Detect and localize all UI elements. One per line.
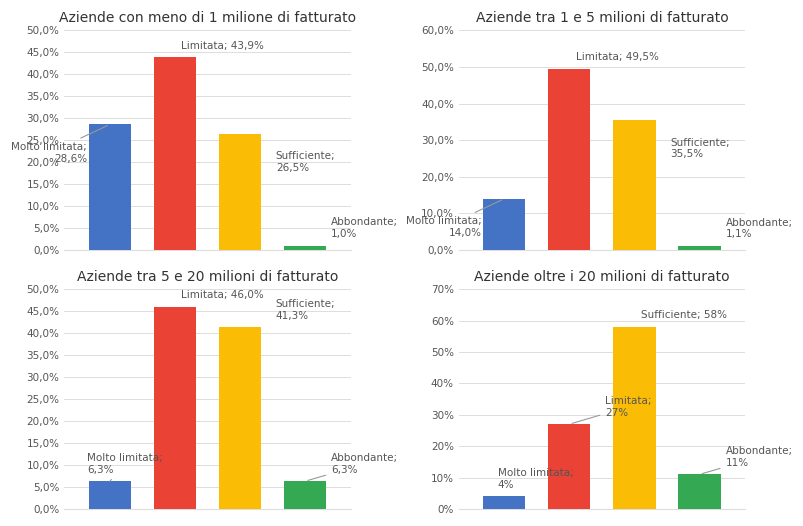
Bar bbox=[678, 246, 719, 250]
Bar bbox=[153, 57, 196, 250]
Text: Limitata; 49,5%: Limitata; 49,5% bbox=[575, 52, 658, 62]
Bar bbox=[548, 69, 589, 250]
Title: Aziende con meno di 1 milione di fatturato: Aziende con meno di 1 milione di fattura… bbox=[59, 11, 356, 25]
Bar bbox=[283, 246, 326, 250]
Text: Limitata; 43,9%: Limitata; 43,9% bbox=[181, 41, 264, 50]
Title: Aziende tra 5 e 20 milioni di fatturato: Aziende tra 5 e 20 milioni di fatturato bbox=[77, 270, 338, 284]
Text: Sufficiente;
26,5%: Sufficiente; 26,5% bbox=[275, 151, 335, 173]
Text: Molto limitata;
6,3%: Molto limitata; 6,3% bbox=[87, 453, 163, 481]
Title: Aziende oltre i 20 milioni di fatturato: Aziende oltre i 20 milioni di fatturato bbox=[474, 270, 729, 284]
Bar bbox=[218, 328, 261, 509]
Text: Abbondante;
6,3%: Abbondante; 6,3% bbox=[308, 453, 397, 480]
Text: Molto limitata;
4%: Molto limitata; 4% bbox=[497, 468, 573, 490]
Bar bbox=[283, 481, 326, 509]
Text: Sufficiente;
35,5%: Sufficiente; 35,5% bbox=[670, 138, 729, 159]
Text: Sufficiente;
41,3%: Sufficiente; 41,3% bbox=[275, 299, 335, 321]
Text: Molto limitata;
14,0%: Molto limitata; 14,0% bbox=[406, 200, 501, 238]
Title: Aziende tra 1 e 5 milioni di fatturato: Aziende tra 1 e 5 milioni di fatturato bbox=[475, 11, 728, 25]
Bar bbox=[678, 474, 719, 509]
Bar bbox=[88, 481, 131, 509]
Bar bbox=[613, 327, 654, 509]
Bar bbox=[88, 125, 131, 250]
Text: Sufficiente; 58%: Sufficiente; 58% bbox=[640, 310, 726, 320]
Text: Limitata;
27%: Limitata; 27% bbox=[571, 396, 650, 423]
Bar bbox=[153, 307, 196, 509]
Text: Abbondante;
1,1%: Abbondante; 1,1% bbox=[724, 218, 792, 239]
Text: Molto limitata;
28,6%: Molto limitata; 28,6% bbox=[11, 126, 108, 164]
Bar bbox=[218, 134, 261, 250]
Bar bbox=[613, 120, 654, 250]
Bar bbox=[483, 199, 524, 250]
Text: Abbondante;
11%: Abbondante; 11% bbox=[701, 446, 792, 473]
Text: Abbondante;
1,0%: Abbondante; 1,0% bbox=[331, 217, 397, 239]
Text: Limitata; 46,0%: Limitata; 46,0% bbox=[181, 290, 264, 300]
Bar bbox=[483, 497, 524, 509]
Bar bbox=[548, 424, 589, 509]
